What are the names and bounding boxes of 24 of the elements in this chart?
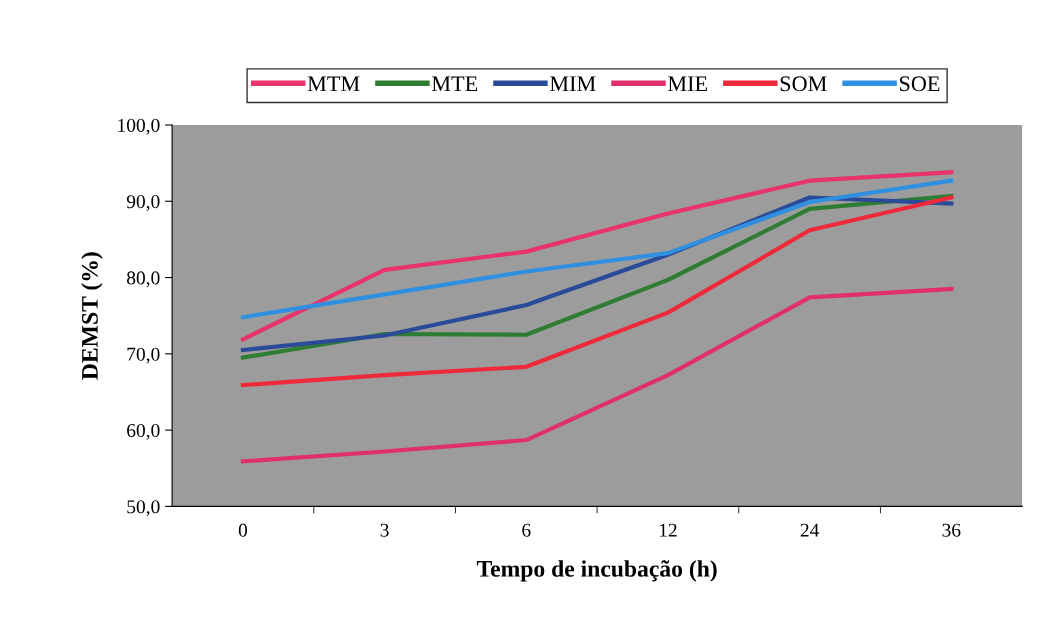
legend-label: MIE (668, 76, 707, 92)
y-tick-label: 60,0 (127, 423, 160, 440)
legend-label: SOE (899, 76, 940, 92)
legend-label: MTM (307, 76, 360, 92)
legend-label: MIM (549, 76, 596, 92)
legend-label: SOM (780, 76, 827, 92)
x-axis-title: Tempo de incubação (h) (476, 560, 717, 582)
line-series (240, 286, 954, 464)
line-series (240, 170, 954, 342)
x-tick-label: 6 (522, 523, 531, 537)
y-tick-label: 100,0 (118, 118, 160, 135)
y-tick-label: 70,0 (127, 347, 160, 364)
line-series (240, 178, 954, 320)
y-axis-title: DEMST (%) (81, 252, 103, 380)
line-series (240, 195, 954, 388)
y-tick-label: 80,0 (127, 271, 160, 288)
x-tick-label: 0 (238, 523, 248, 537)
y-tick-label: 90,0 (126, 195, 160, 212)
x-tick-label: 12 (659, 523, 677, 537)
y-tick-label: 50,0 (127, 500, 160, 517)
x-tick-label: 24 (800, 523, 820, 537)
legend-label: MTE (431, 76, 478, 92)
x-tick-label: 3 (380, 523, 389, 537)
x-tick-label: 36 (942, 523, 961, 537)
